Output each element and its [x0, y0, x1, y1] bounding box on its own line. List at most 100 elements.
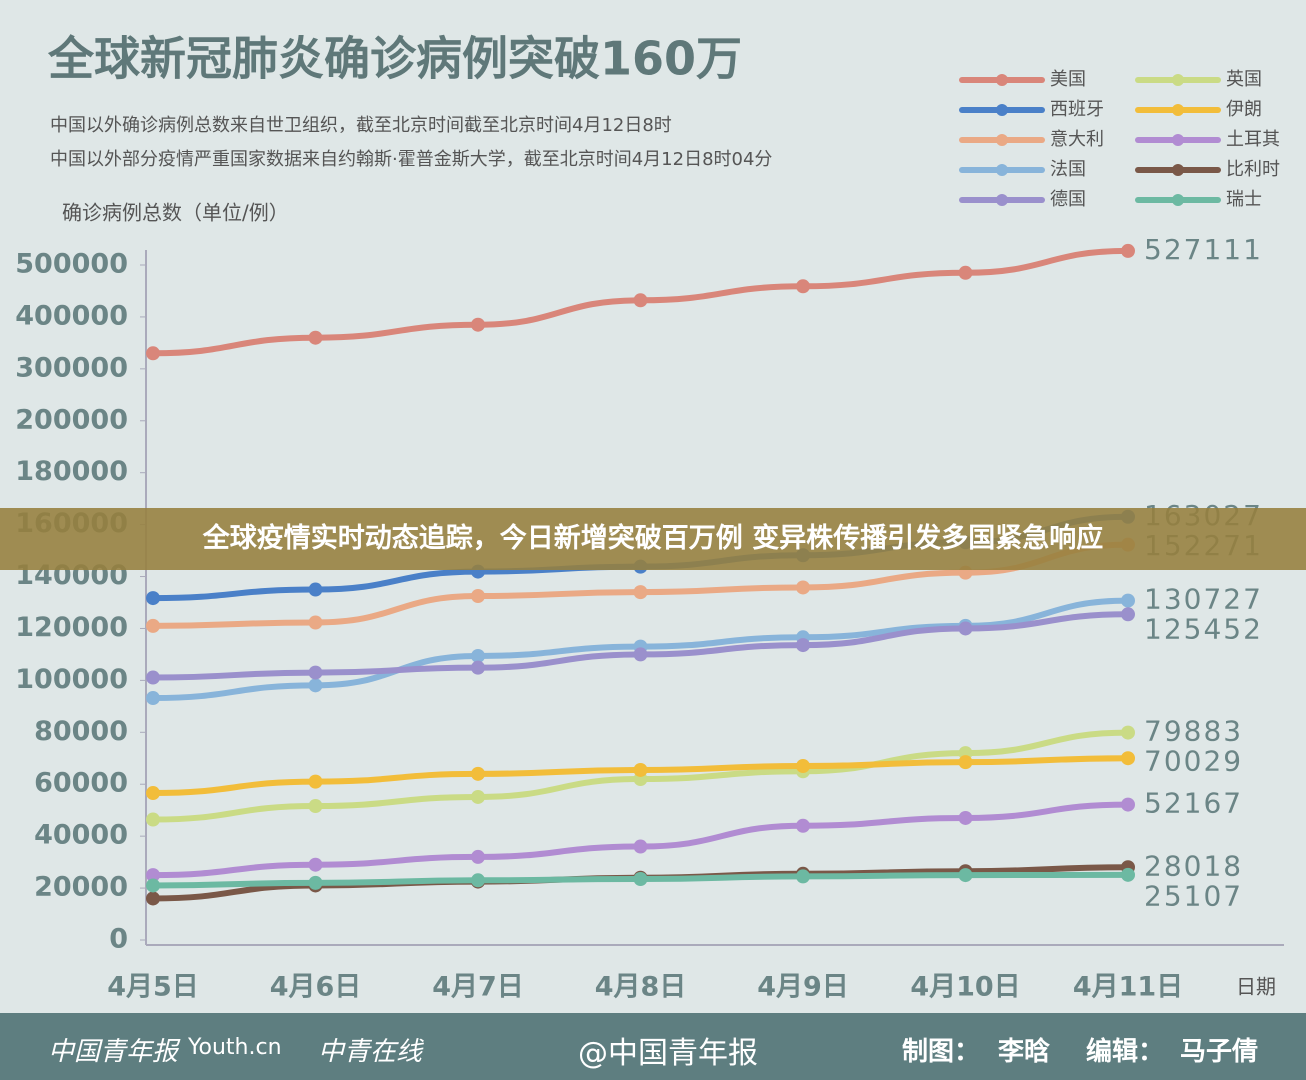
y-tick-label: 80000 [34, 716, 128, 747]
point [633, 647, 648, 662]
x-tick-label: 4月8日 [595, 972, 687, 1003]
logo: 中国青年报 [48, 1037, 179, 1067]
point [796, 638, 810, 653]
point [146, 670, 160, 685]
point [146, 878, 160, 893]
y-tick-label: 0 [109, 924, 128, 955]
logo: 中青在线 [318, 1037, 423, 1067]
y-tick-label: 400000 [15, 300, 128, 331]
point [308, 678, 323, 693]
subtitle: 中国以外部分疫情严重国家数据来自约翰斯·霍普金斯大学，截至北京时间4月12日8时… [50, 149, 772, 170]
point [796, 869, 810, 884]
data-label: 28018 [1144, 849, 1243, 882]
point [633, 762, 648, 777]
point [958, 265, 973, 280]
point [1121, 243, 1135, 258]
point [1121, 751, 1135, 766]
credit-label: 编辑： [1086, 1037, 1165, 1067]
point [633, 293, 648, 308]
legend-dot [1172, 194, 1184, 206]
x-tick-label: 4月11日 [1073, 972, 1183, 1003]
data-label: 527111 [1144, 233, 1263, 266]
point [308, 774, 323, 789]
point [146, 868, 160, 883]
data-label: 52167 [1144, 787, 1243, 820]
legend-dot [996, 104, 1008, 116]
legend-label: 伊朗 [1226, 99, 1262, 120]
point [796, 759, 810, 774]
y-tick-label: 200000 [15, 404, 128, 435]
legend-label: 西班牙 [1050, 99, 1104, 120]
y-tick-label: 40000 [34, 820, 128, 851]
x-tick-label: 4月9日 [757, 972, 849, 1003]
point [146, 891, 160, 906]
x-tick-label: 4月6日 [270, 972, 362, 1003]
y-tick-label: 20000 [34, 872, 128, 903]
point [308, 330, 323, 345]
point [1121, 725, 1135, 740]
point [1121, 867, 1135, 882]
legend-label: 土耳其 [1226, 129, 1280, 150]
legend-dot [1172, 164, 1184, 176]
credit-name: 李晗 [998, 1037, 1051, 1067]
x-tick-label: 4月7日 [432, 972, 524, 1003]
point [471, 660, 485, 675]
legend-dot [1172, 134, 1184, 146]
legend-dot [1172, 104, 1184, 116]
point [1121, 797, 1135, 812]
legend-dot [996, 134, 1008, 146]
point [471, 789, 485, 804]
point [471, 873, 485, 888]
point [471, 648, 485, 663]
point [633, 871, 648, 886]
y-tick-label: 180000 [15, 456, 128, 487]
legend-label: 英国 [1226, 69, 1262, 90]
point [958, 810, 973, 825]
y-tick-label: 500000 [15, 249, 128, 280]
point [146, 346, 160, 361]
legend-dot [996, 194, 1008, 206]
y-tick-label: 120000 [15, 612, 128, 643]
point [633, 585, 648, 600]
legend-label: 法国 [1050, 159, 1086, 180]
point [1121, 607, 1135, 622]
footer: 中国青年报 Youth.cn 中青在线 @中国青年报 制图： 李晗 编辑： 马子… [0, 1013, 1306, 1080]
data-label: 25107 [1144, 879, 1243, 912]
point [146, 691, 160, 706]
data-label: 130727 [1144, 583, 1263, 616]
point [958, 868, 973, 883]
point [1121, 593, 1135, 608]
point [796, 580, 810, 595]
legend-dot [1172, 74, 1184, 86]
point [146, 618, 160, 633]
weibo: @中国青年报 [578, 1036, 758, 1071]
point [958, 755, 973, 770]
chart: 全球新冠肺炎确诊病例突破160万 中国以外确诊病例总数来自世卫组织，截至北京时间… [15, 32, 1284, 1003]
point [471, 766, 485, 781]
point [308, 799, 323, 814]
point [308, 582, 323, 597]
y-tick-label: 100000 [15, 664, 128, 695]
credit-name: 马子倩 [1180, 1037, 1259, 1067]
point [146, 786, 160, 801]
point [471, 849, 485, 864]
point [308, 665, 323, 680]
credit-label: 制图： [902, 1037, 981, 1067]
point [633, 839, 648, 854]
y-tick-label: 300000 [15, 352, 128, 383]
point [308, 615, 323, 630]
logo: Youth.cn [188, 1035, 282, 1060]
subtitle: 中国以外确诊病例总数来自世卫组织，截至北京时间截至北京时间4月12日8时 [50, 115, 672, 136]
legend-dot [996, 164, 1008, 176]
point [796, 818, 810, 833]
point [308, 857, 323, 872]
data-label: 70029 [1144, 745, 1243, 778]
point [958, 621, 973, 636]
banner: 全球疫情实时动态追踪，今日新增突破百万例 变异株传播引发多国紧急响应 [0, 508, 1306, 570]
chart-title: 全球新冠肺炎确诊病例突破160万 [47, 32, 742, 86]
legend-label: 美国 [1050, 69, 1086, 90]
legend-dot [996, 74, 1008, 86]
point [146, 812, 160, 827]
point [471, 589, 485, 604]
